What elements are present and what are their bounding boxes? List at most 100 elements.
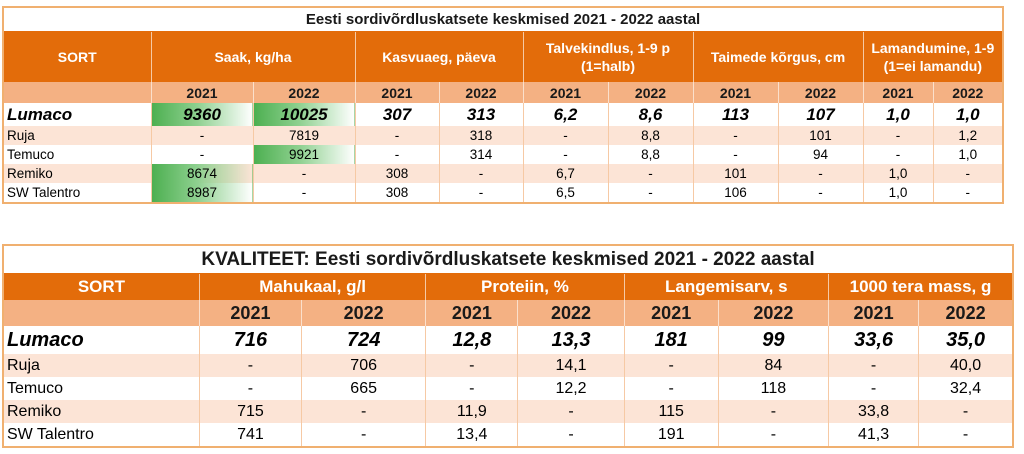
cell-value: 318 (439, 126, 524, 145)
cell-value: 118 (718, 377, 829, 400)
cell-value: 1,0 (863, 183, 934, 203)
cell-value: - (624, 354, 719, 377)
table-row: SW Talentro 8987 - 308 - 6,5 - 106 - 1,0… (3, 183, 1004, 203)
quality-table-title: KVALITEET: Eesti sordivõrdluskatsete kes… (3, 245, 1014, 274)
cell-value: - (918, 423, 1014, 447)
cell-value: 99 (718, 326, 829, 354)
cell-value: 1,0 (863, 103, 934, 126)
cell-value: 11,9 (425, 400, 519, 423)
cell-value: - (828, 377, 920, 400)
cell-value: 41,3 (828, 423, 920, 447)
cell-value: 106 (693, 183, 779, 203)
cell-value: 115 (624, 400, 719, 423)
cell-value: - (253, 164, 356, 183)
cell-value: 40,0 (918, 354, 1014, 377)
cell-value: 308 (355, 164, 440, 183)
cell-value: 101 (778, 126, 864, 145)
cell-value: 1,0 (933, 103, 1004, 126)
cell-value: - (151, 145, 254, 164)
year-blank (3, 300, 200, 326)
cell-value: 1,2 (933, 126, 1004, 145)
cell-value: - (863, 126, 934, 145)
cell-value: 308 (355, 183, 440, 203)
quality-table: KVALITEET: Eesti sordivõrdluskatsete kes… (2, 244, 1014, 448)
header-protein: Proteiin, % (425, 273, 625, 300)
year-header: 2022 (718, 300, 829, 326)
year-blank (3, 82, 152, 103)
cell-value: 84 (718, 354, 829, 377)
table-row: Remiko 715 - 11,9 - 115 - 33,8 - (3, 400, 1014, 423)
year-header: 2021 (693, 82, 779, 103)
cell-value: - (425, 354, 519, 377)
cell-value: 741 (199, 423, 303, 447)
cell-value: - (301, 400, 427, 423)
cell-value: 13,3 (517, 326, 625, 354)
cell-value: 724 (301, 326, 427, 354)
cell-value: 8674 (151, 164, 254, 183)
cell-value: 12,2 (517, 377, 625, 400)
year-header: 2022 (918, 300, 1014, 326)
table-row: Lumaco 9360 10025 307 313 6,2 8,6 113 10… (3, 103, 1004, 126)
cell-value: 94 (778, 145, 864, 164)
year-header: 2021 (355, 82, 440, 103)
cell-value: 665 (301, 377, 427, 400)
cell-value: - (778, 164, 864, 183)
cell-value: 13,4 (425, 423, 519, 447)
cell-value: 191 (624, 423, 719, 447)
variety-name: Ruja (3, 354, 200, 377)
variety-name: SW Talentro (3, 423, 200, 447)
cell-value: - (523, 126, 609, 145)
year-header: 2021 (624, 300, 719, 326)
variety-name: SW Talentro (3, 183, 152, 203)
cell-value: 8,8 (608, 126, 694, 145)
cell-value: - (439, 164, 524, 183)
header-test-weight: Mahukaal, g/l (199, 273, 427, 300)
year-header: 2021 (828, 300, 920, 326)
variety-name: Remiko (3, 164, 152, 183)
cell-value: 6,5 (523, 183, 609, 203)
cell-value: 716 (199, 326, 303, 354)
year-header: 2022 (517, 300, 625, 326)
variety-name: Lumaco (3, 326, 200, 354)
header-sort: SORT (3, 31, 152, 82)
cell-value: 14,1 (517, 354, 625, 377)
cell-value: - (151, 126, 254, 145)
year-header: 2022 (439, 82, 524, 103)
cell-value: - (778, 183, 864, 203)
header-thousand-grain-mass: 1000 tera mass, g (828, 273, 1014, 300)
cell-value: - (933, 164, 1004, 183)
cell-value: 9921 (253, 145, 356, 164)
cell-value: - (517, 423, 625, 447)
cell-value: 6,2 (523, 103, 609, 126)
header-yield: Saak, kg/ha (151, 31, 356, 82)
cell-value: 313 (439, 103, 524, 126)
yield-table: Eesti sordivõrdluskatsete keskmised 2021… (2, 6, 1005, 204)
cell-value: - (253, 183, 356, 203)
cell-value: 8,6 (608, 103, 694, 126)
cell-value: 7819 (253, 126, 356, 145)
table-row: Temuco - 9921 - 314 - 8,8 - 94 - 1,0 (3, 145, 1004, 164)
year-header: 2022 (301, 300, 427, 326)
variety-name: Remiko (3, 400, 200, 423)
cell-value: 307 (355, 103, 440, 126)
cell-value: - (523, 145, 609, 164)
variety-name: Temuco (3, 145, 152, 164)
cell-value: - (517, 400, 625, 423)
header-falling-number: Langemisarv, s (624, 273, 829, 300)
header-plant-height: Taimede kõrgus, cm (693, 31, 864, 82)
cell-value: 12,8 (425, 326, 519, 354)
cell-value: 32,4 (918, 377, 1014, 400)
variety-name: Ruja (3, 126, 152, 145)
header-winter-hardiness: Talvekindlus, 1-9 p (1=halb) (523, 31, 694, 82)
cell-value: - (828, 354, 920, 377)
cell-value: - (608, 164, 694, 183)
cell-value: - (693, 145, 779, 164)
header-lodging: Lamandumine, 1-9 (1=ei lamandu) (863, 31, 1004, 82)
cell-value: - (718, 423, 829, 447)
cell-value: - (199, 377, 303, 400)
cell-value: 6,7 (523, 164, 609, 183)
cell-value: - (863, 145, 934, 164)
table-row: Remiko 8674 - 308 - 6,7 - 101 - 1,0 - (3, 164, 1004, 183)
table-row: SW Talentro 741 - 13,4 - 191 - 41,3 - (3, 423, 1014, 447)
cell-value: - (693, 126, 779, 145)
